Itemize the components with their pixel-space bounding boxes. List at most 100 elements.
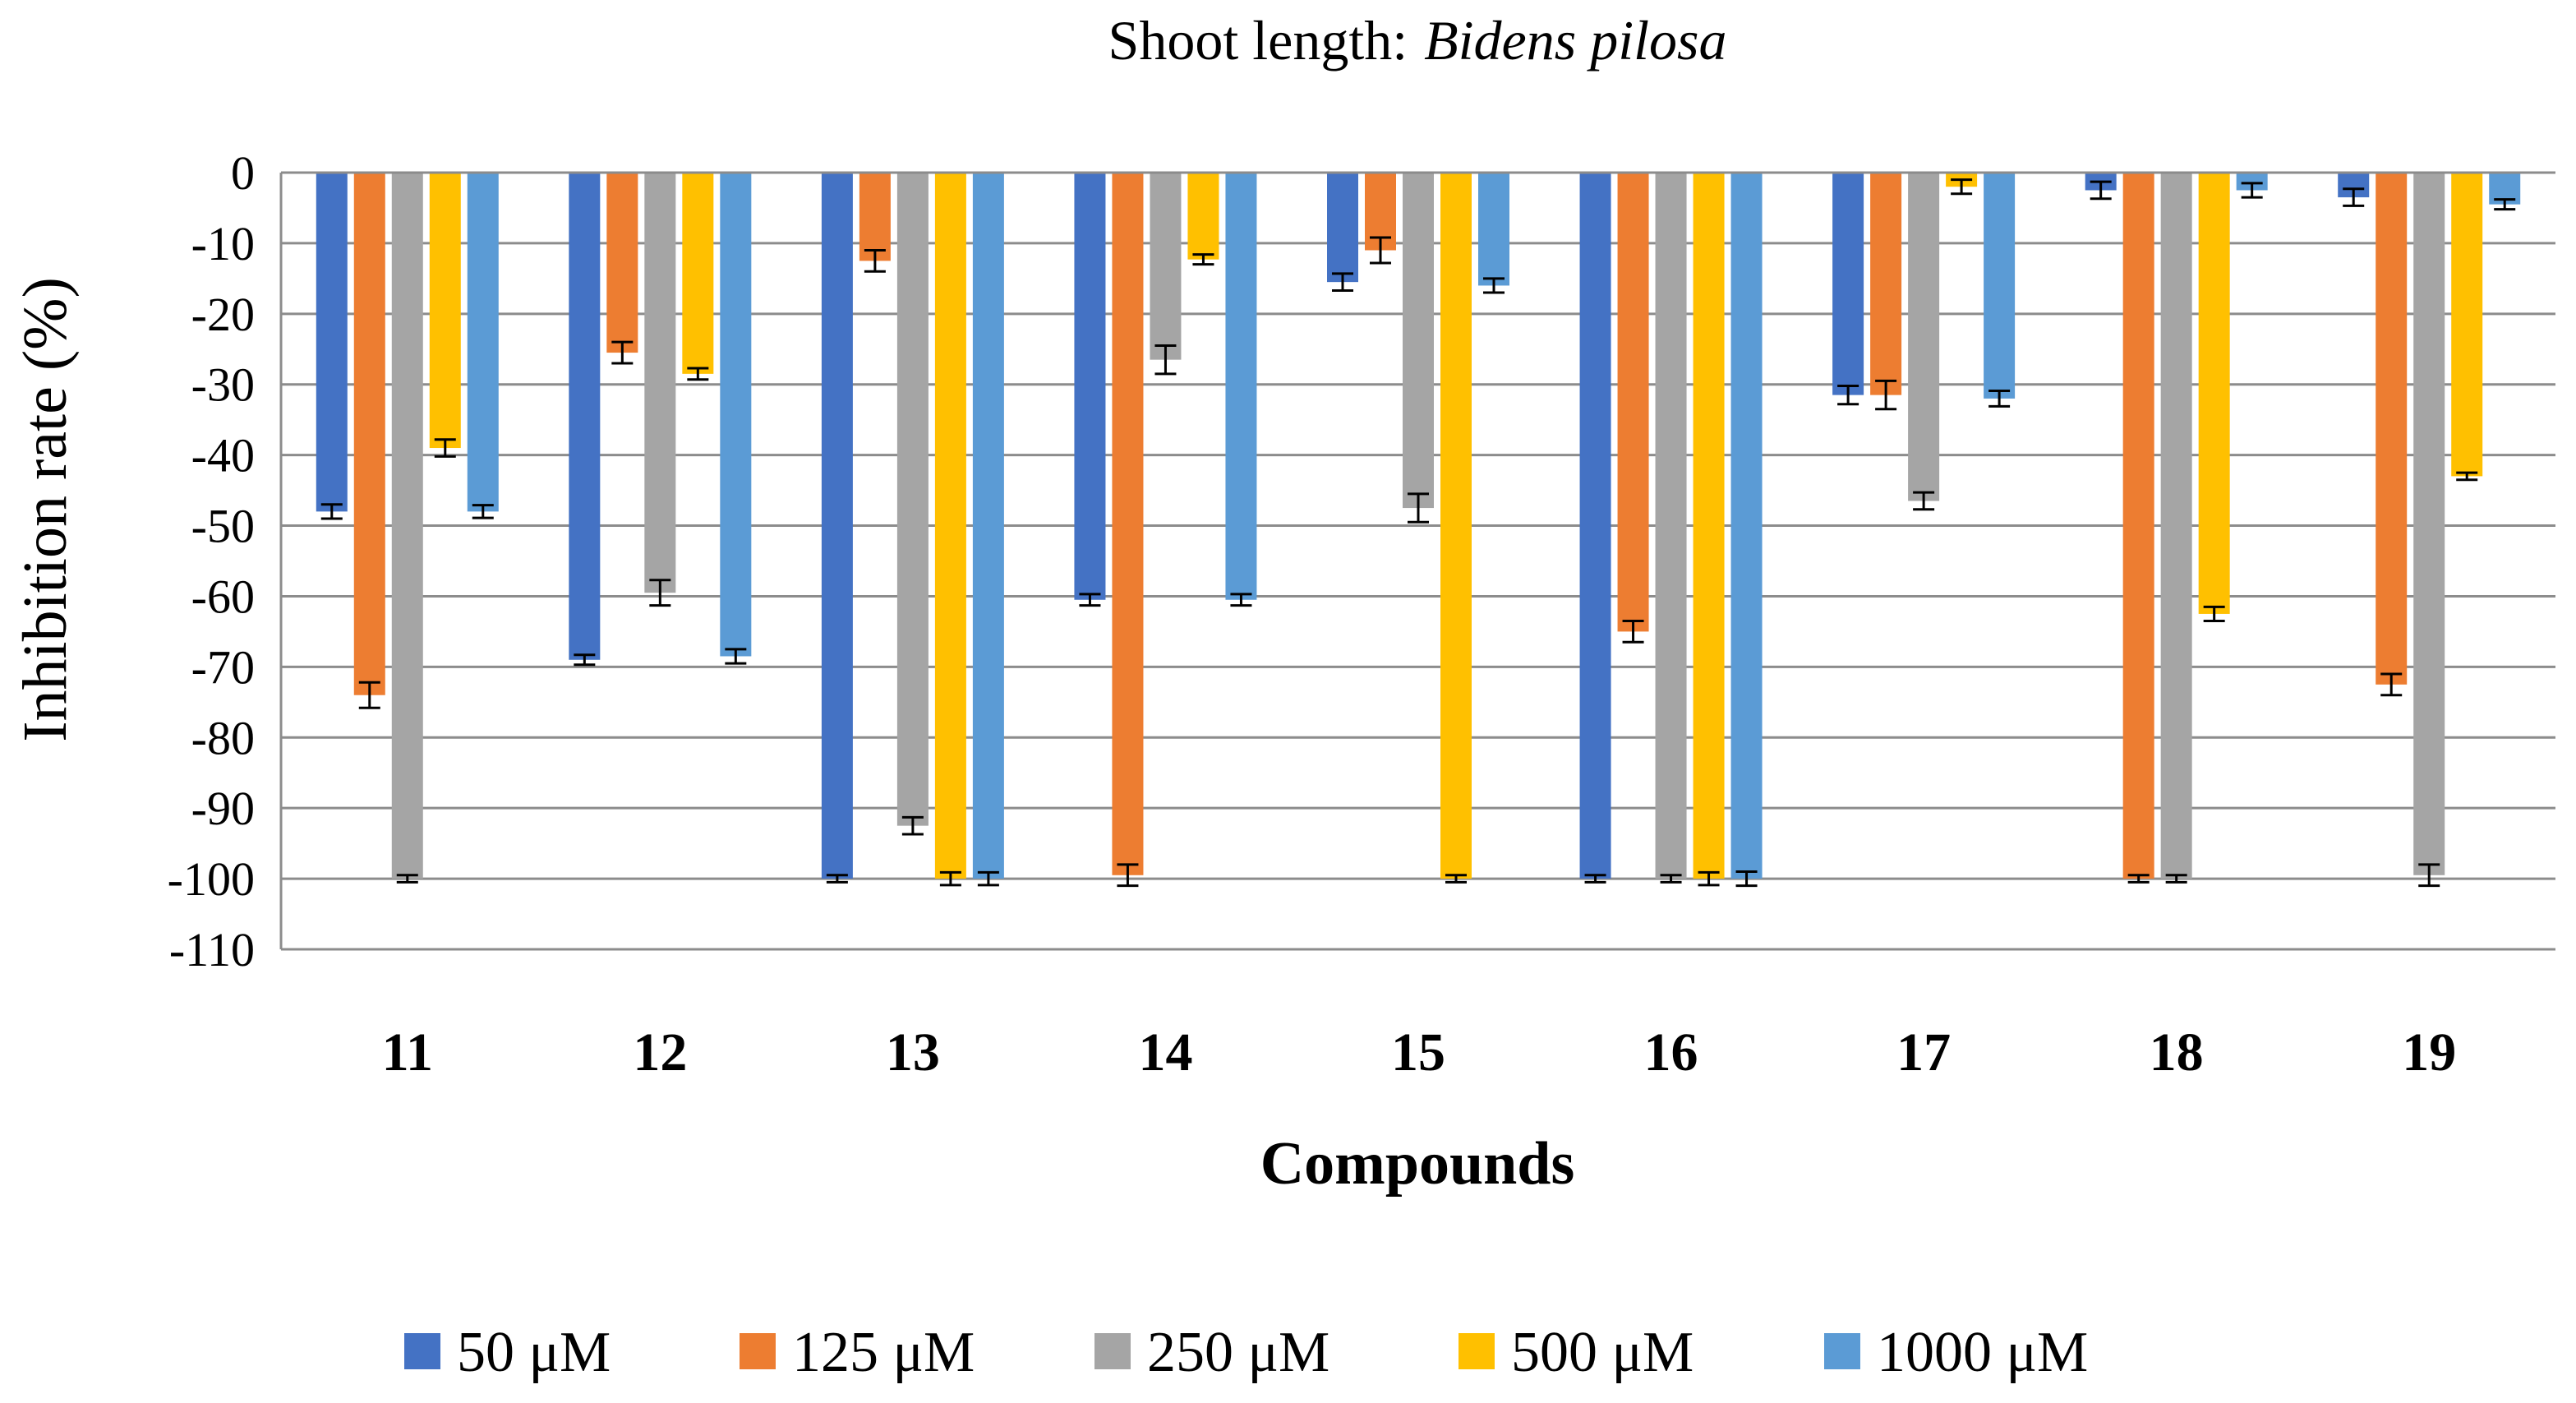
error-bar xyxy=(2418,863,2440,888)
error-bar xyxy=(977,870,999,887)
bar xyxy=(1074,173,1106,600)
bar xyxy=(316,173,348,512)
error-bar xyxy=(1951,178,1973,196)
error-bar xyxy=(649,579,671,607)
bar xyxy=(1832,173,1864,395)
error-bar xyxy=(2494,198,2516,211)
x-tick-label: 14 xyxy=(1138,1022,1192,1082)
error-bar xyxy=(434,438,456,458)
chart-title-species: Bidens pilosa xyxy=(1424,9,1726,72)
chart-title: Shoot length: Bidens pilosa xyxy=(1108,9,1727,72)
bar xyxy=(1655,173,1687,879)
y-axis-label: Inhibition rate (%) xyxy=(11,277,80,742)
legend-swatch xyxy=(404,1333,440,1369)
bar xyxy=(1693,173,1725,879)
error-bar xyxy=(1192,253,1214,266)
error-bar xyxy=(1622,620,1644,644)
y-tick-label: -40 xyxy=(191,429,255,482)
bar xyxy=(1440,173,1472,879)
y-tick-label: -100 xyxy=(168,852,255,906)
bar xyxy=(467,173,499,512)
bar xyxy=(2160,173,2192,879)
x-tick-label: 18 xyxy=(2150,1022,2204,1082)
legend-swatch xyxy=(1459,1333,1495,1369)
x-tick-label: 12 xyxy=(633,1022,687,1082)
error-bar xyxy=(1483,277,1505,294)
bar xyxy=(859,173,891,261)
error-bar xyxy=(2241,182,2263,199)
error-bar xyxy=(2456,471,2478,482)
error-bar xyxy=(864,249,886,273)
error-bar xyxy=(687,367,709,381)
y-tick-label: 0 xyxy=(231,146,255,200)
y-tick-label: -20 xyxy=(191,288,255,341)
legend-item: 50 μM xyxy=(404,1321,611,1384)
bar xyxy=(1730,173,1763,879)
y-tick-label: -110 xyxy=(169,923,255,976)
x-tick-label: 19 xyxy=(2402,1022,2456,1082)
y-tick-label: -60 xyxy=(191,570,255,623)
bar xyxy=(2413,173,2445,875)
bar xyxy=(1617,173,1649,632)
bar xyxy=(2451,173,2483,477)
y-tick-label: -80 xyxy=(191,711,255,764)
error-bar xyxy=(1079,593,1101,607)
y-tick-label: -70 xyxy=(191,640,255,694)
error-bar xyxy=(1698,870,1720,887)
bar xyxy=(1984,173,2016,399)
error-bar xyxy=(1837,384,1859,406)
bar xyxy=(569,173,601,660)
legend-swatch xyxy=(740,1333,776,1369)
error-bar xyxy=(1230,593,1252,607)
error-bar xyxy=(574,653,596,667)
x-tick-label: 13 xyxy=(886,1022,940,1082)
error-bar xyxy=(901,815,924,836)
error-bar xyxy=(1584,874,1606,884)
error-bar xyxy=(396,874,418,884)
legend: 50 μM 125 μM 250 μM 500 μM 1000 μM xyxy=(404,1321,2088,1384)
y-tick-label: -30 xyxy=(191,358,255,412)
error-bar xyxy=(1370,236,1391,265)
bar xyxy=(353,173,385,695)
legend-swatch xyxy=(1824,1333,1860,1369)
error-bar xyxy=(1445,874,1467,884)
legend-item: 1000 μM xyxy=(1824,1321,2088,1384)
bar xyxy=(821,173,853,879)
error-bar xyxy=(2203,605,2225,623)
legend-item: 500 μM xyxy=(1459,1321,1694,1384)
legend-label: 50 μM xyxy=(457,1321,611,1384)
error-bar xyxy=(1988,389,2011,408)
bar xyxy=(1150,173,1182,360)
bar xyxy=(644,173,676,593)
error-bar xyxy=(1154,344,1177,376)
legend-label: 250 μM xyxy=(1147,1321,1329,1384)
bar xyxy=(1327,173,1358,283)
error-bar xyxy=(2090,180,2112,201)
error-bar xyxy=(939,870,961,887)
bar xyxy=(2236,173,2268,191)
legend-swatch xyxy=(1094,1333,1131,1369)
bar xyxy=(720,173,752,657)
y-tick-label: -10 xyxy=(191,217,255,270)
bar xyxy=(1478,173,1509,286)
bar xyxy=(1225,173,1257,600)
y-tick-label: -50 xyxy=(191,500,255,553)
legend-item: 250 μM xyxy=(1094,1321,1329,1384)
error-bar xyxy=(472,504,494,519)
error-bar xyxy=(1735,870,1758,888)
bar xyxy=(2376,173,2408,685)
error-bar xyxy=(826,874,848,884)
bar xyxy=(1187,173,1219,260)
x-tick-label: 11 xyxy=(382,1022,433,1082)
error-bar xyxy=(2380,672,2403,697)
bar xyxy=(934,173,966,879)
bar xyxy=(2122,173,2154,879)
x-tick-label: 16 xyxy=(1644,1022,1698,1082)
legend-label: 1000 μM xyxy=(1877,1321,2088,1384)
error-bar xyxy=(1332,272,1353,292)
bar xyxy=(1870,173,1902,395)
error-bar xyxy=(2127,874,2150,884)
bar xyxy=(429,173,461,449)
error-bar xyxy=(1408,492,1429,524)
bar xyxy=(896,173,929,826)
